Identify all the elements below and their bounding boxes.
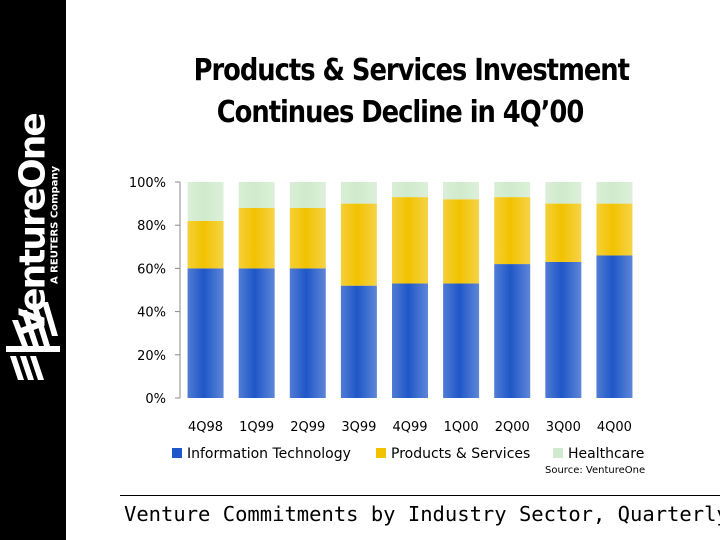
bar-segment	[545, 182, 582, 204]
y-tick-label: 0%	[145, 392, 166, 407]
bar-segment	[494, 182, 531, 198]
ventureone-logo-icon	[6, 302, 60, 380]
slide-footer: Venture Commitments by Industry Sector, …	[124, 502, 720, 526]
legend-label: Information Technology	[187, 446, 351, 462]
x-tick-label: 2Q00	[495, 420, 530, 435]
bar-segment	[596, 182, 633, 204]
bar-segment	[443, 182, 480, 200]
legend-swatch	[376, 448, 386, 458]
bar-segment	[187, 182, 224, 221]
bar-segment	[545, 203, 582, 262]
x-tick-label: 3Q00	[546, 420, 581, 435]
legend-swatch	[172, 448, 182, 458]
x-tick-label: 4Q00	[597, 420, 632, 435]
footer-divider	[120, 495, 720, 496]
source-note: Source: VentureOne	[545, 465, 646, 476]
x-tick-label: 2Q99	[290, 420, 325, 435]
bar-segment	[443, 283, 480, 398]
bar-segment	[596, 203, 633, 256]
bar-segment	[340, 203, 377, 286]
bar-segment	[392, 197, 428, 284]
slide-title-line-2: Continues Decline in 4Q’00	[216, 95, 584, 130]
bar-segment	[187, 268, 224, 398]
bar-segment	[443, 199, 480, 284]
bar-segment	[238, 268, 275, 398]
y-tick-label: 40%	[137, 306, 166, 321]
x-tick-label: 1Q99	[239, 420, 274, 435]
bar-segment	[545, 261, 582, 398]
legend-label: Products & Services	[391, 446, 530, 462]
bar-segment	[187, 220, 224, 269]
x-tick-label: 3Q99	[341, 420, 376, 435]
bar-segment	[289, 207, 326, 269]
bar-segment	[596, 255, 633, 398]
slide-title: Products & Services Investment Continues…	[193, 50, 630, 134]
x-tick-label: 1Q00	[444, 420, 479, 435]
bar-segment	[289, 268, 326, 398]
y-tick-label: 100%	[129, 176, 166, 191]
y-tick-label: 80%	[137, 219, 166, 234]
y-tick-label: 60%	[137, 262, 166, 277]
sidebar-brand-strip: VentureOne A REUTERS Company	[0, 0, 66, 540]
x-tick-label: 4Q99	[392, 420, 427, 435]
bar-segment	[392, 283, 428, 398]
legend-swatch	[553, 448, 563, 458]
bar-segment	[494, 264, 531, 398]
bar-segment	[392, 182, 428, 198]
slide-title-line-1: Products & Services Investment	[193, 53, 630, 88]
bar-segment	[494, 197, 531, 265]
legend-label: Healthcare	[568, 446, 644, 462]
bar-segment	[238, 207, 275, 269]
y-tick-label: 20%	[137, 349, 166, 364]
bar-segment	[289, 182, 326, 208]
bar-segment	[340, 182, 377, 204]
bar-segment	[238, 182, 275, 208]
x-tick-label: 4Q98	[188, 420, 223, 435]
bar-segment	[340, 285, 377, 398]
